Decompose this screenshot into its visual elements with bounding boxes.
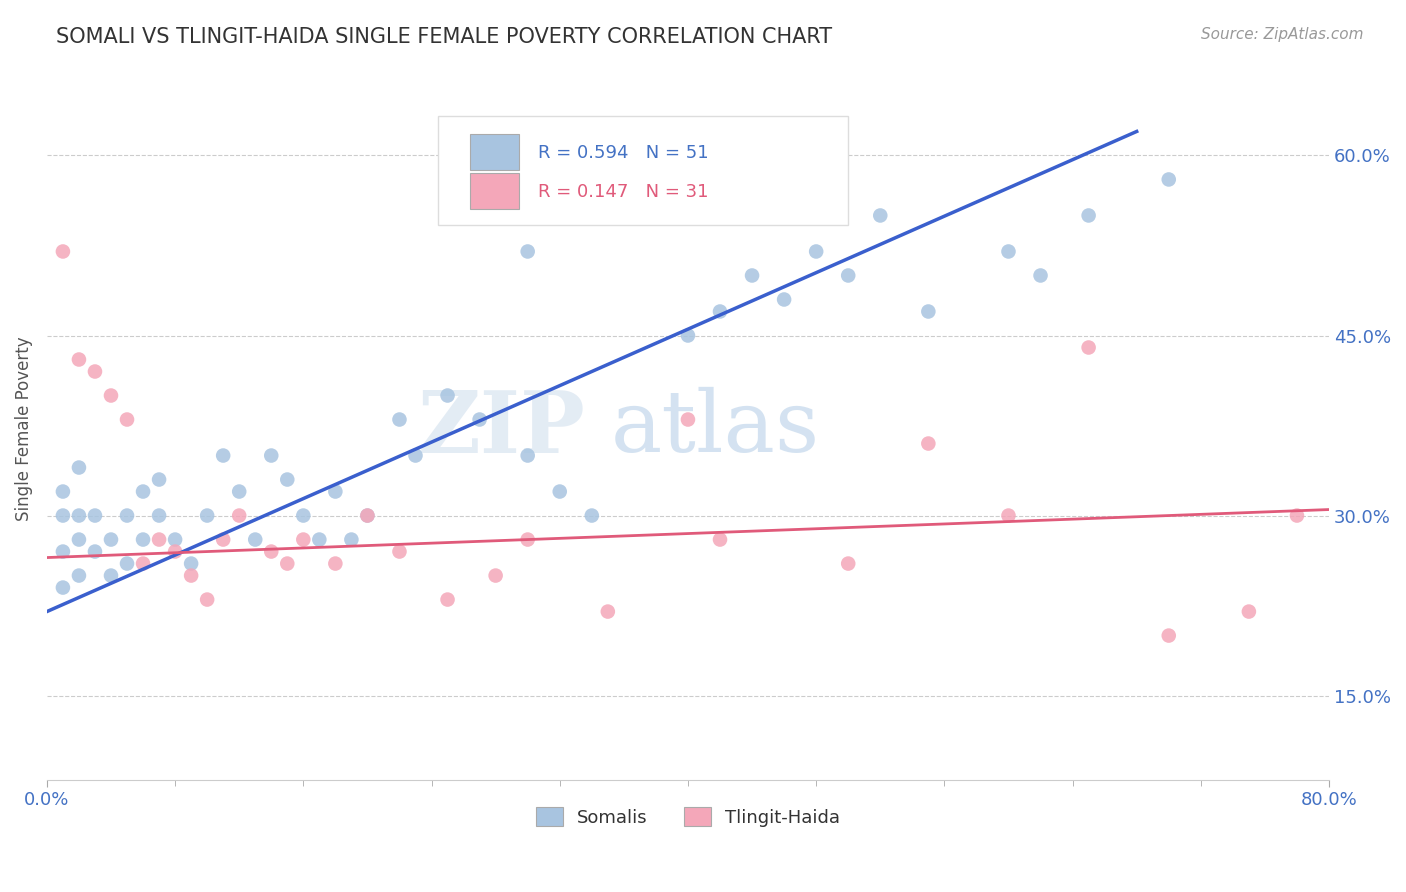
Point [132,533,155,547]
Point [180,557,202,571]
Point [67,352,90,367]
Point [228,484,250,499]
Point [52,581,75,595]
Point [148,508,170,523]
FancyBboxPatch shape [470,134,519,170]
Text: ZIP: ZIP [418,386,585,470]
Point [356,508,378,523]
Point [516,533,538,547]
Point [115,508,138,523]
Point [516,244,538,259]
Legend: Somalis, Tlingit-Haida: Somalis, Tlingit-Haida [529,800,848,834]
Point [84,508,107,523]
Point [212,449,235,463]
Point [260,544,283,558]
Point [245,533,267,547]
Point [709,304,731,318]
Point [1157,629,1180,643]
Point [84,544,107,558]
Point [67,533,90,547]
Point [596,605,619,619]
Point [148,473,170,487]
Point [1077,209,1099,223]
Point [1157,172,1180,186]
Point [325,557,347,571]
Point [52,544,75,558]
Point [292,508,315,523]
Point [165,544,187,558]
Point [276,473,298,487]
Point [773,293,796,307]
Text: R = 0.147   N = 31: R = 0.147 N = 31 [538,183,709,201]
Point [581,508,603,523]
Point [67,460,90,475]
Point [356,508,378,523]
Point [1077,341,1099,355]
Point [195,508,218,523]
Point [100,388,122,402]
Point [195,592,218,607]
Point [325,484,347,499]
Point [132,557,155,571]
Point [100,533,122,547]
Text: Source: ZipAtlas.com: Source: ZipAtlas.com [1201,27,1364,42]
Point [676,328,699,343]
Point [516,449,538,463]
Point [100,568,122,582]
FancyBboxPatch shape [437,116,848,225]
Point [436,592,458,607]
Point [741,268,763,283]
Point [837,557,859,571]
Point [276,557,298,571]
Point [52,484,75,499]
Point [1237,605,1260,619]
Point [165,533,187,547]
Point [1029,268,1052,283]
Text: atlas: atlas [612,387,820,470]
Point [84,364,107,378]
Point [180,568,202,582]
Point [804,244,827,259]
Point [228,508,250,523]
Point [917,436,939,450]
Point [709,533,731,547]
Point [676,412,699,426]
Point [52,244,75,259]
Point [1285,508,1308,523]
Text: R = 0.594   N = 51: R = 0.594 N = 51 [538,144,709,161]
Point [837,268,859,283]
Point [67,568,90,582]
Point [115,557,138,571]
Text: SOMALI VS TLINGIT-HAIDA SINGLE FEMALE POVERTY CORRELATION CHART: SOMALI VS TLINGIT-HAIDA SINGLE FEMALE PO… [56,27,832,46]
Point [997,508,1019,523]
Point [292,533,315,547]
Point [869,209,891,223]
Point [308,533,330,547]
Point [997,244,1019,259]
Point [436,388,458,402]
Point [388,544,411,558]
Point [148,533,170,547]
Point [115,412,138,426]
Point [212,533,235,547]
Point [917,304,939,318]
Point [485,568,508,582]
Point [548,484,571,499]
Point [52,508,75,523]
Point [67,508,90,523]
Point [132,484,155,499]
Point [468,412,491,426]
Point [405,449,427,463]
Point [388,412,411,426]
Point [260,449,283,463]
Y-axis label: Single Female Poverty: Single Female Poverty [15,336,32,521]
Point [340,533,363,547]
FancyBboxPatch shape [470,173,519,210]
